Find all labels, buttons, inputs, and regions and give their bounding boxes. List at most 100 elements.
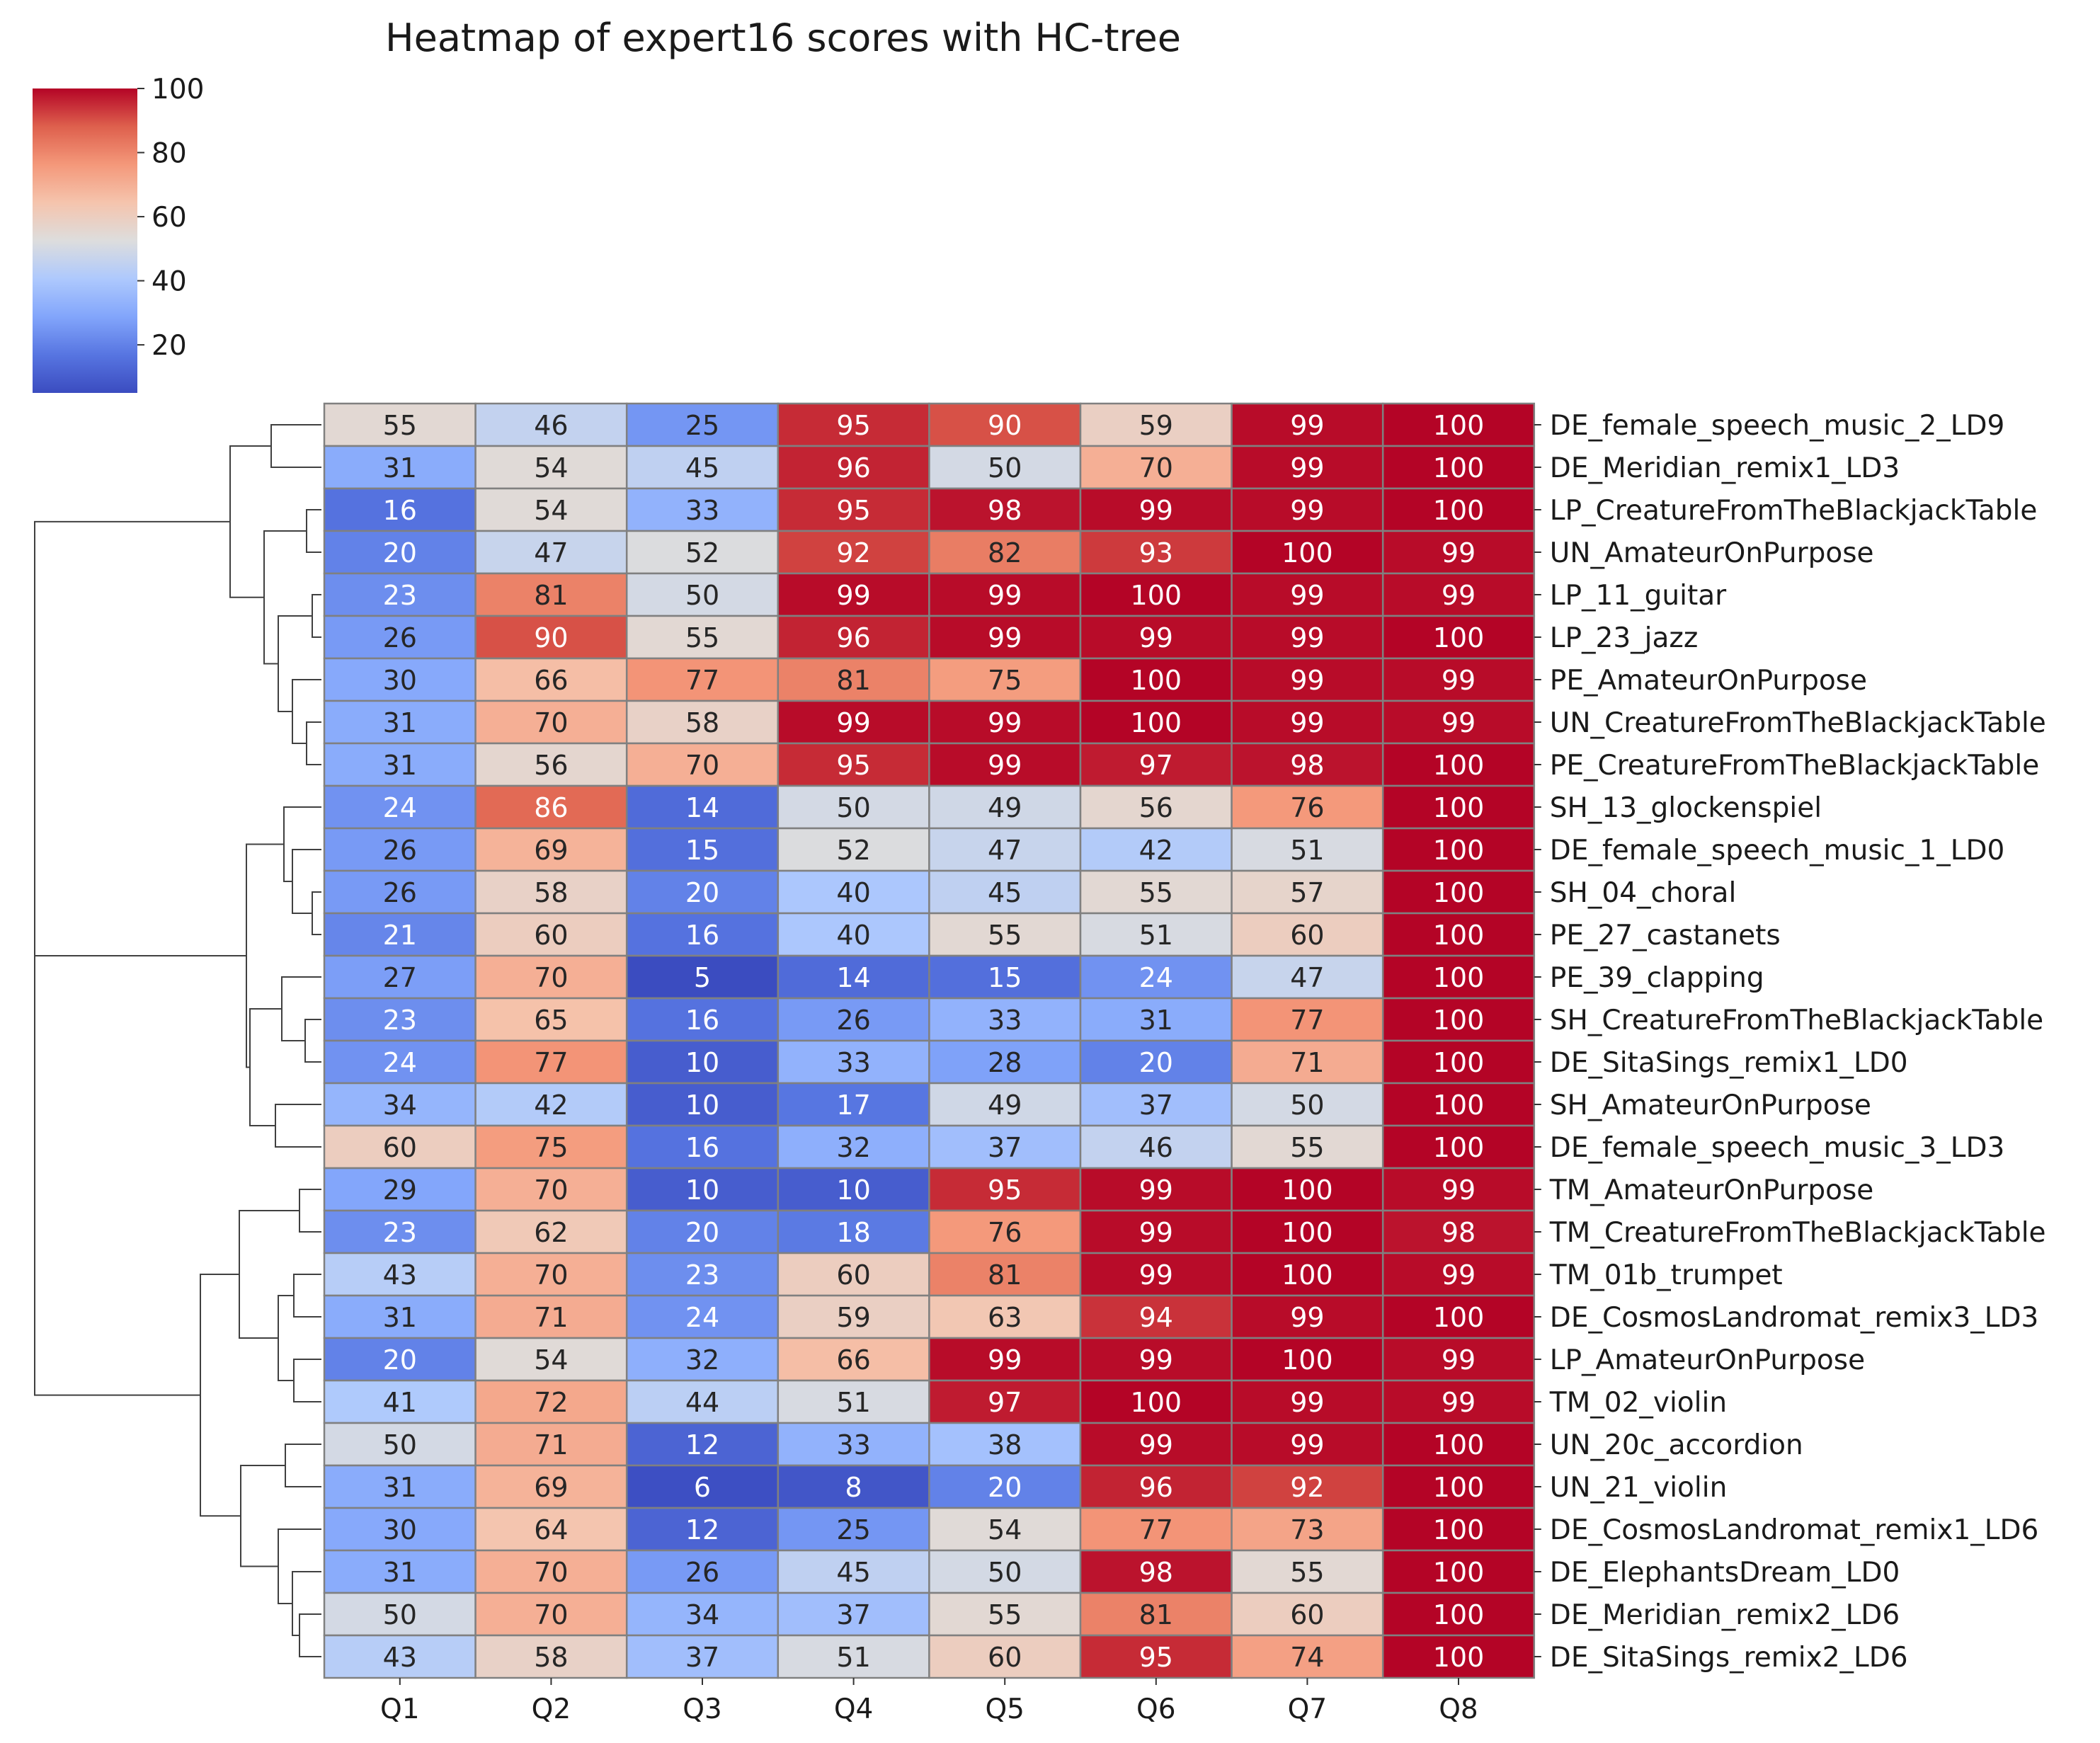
cell-value-label: 49 bbox=[988, 1090, 1022, 1121]
heatmap-cell bbox=[323, 869, 477, 915]
cell-value-label: 47 bbox=[1290, 962, 1324, 993]
cell-value-label: 55 bbox=[383, 410, 417, 441]
cell-value-label: 100 bbox=[1433, 1514, 1485, 1545]
cell-value-label: 60 bbox=[1290, 920, 1324, 951]
cell-value-label: 99 bbox=[1442, 1259, 1476, 1291]
cell-value-label: 63 bbox=[988, 1302, 1022, 1333]
heatmap-cell bbox=[323, 445, 477, 490]
row-label: TM_CreatureFromTheBlackjackTable bbox=[1549, 1217, 2046, 1249]
cell-value-label: 100 bbox=[1131, 665, 1182, 696]
cell-value-label: 29 bbox=[383, 1175, 417, 1206]
heatmap-cell bbox=[1231, 1379, 1384, 1424]
cell-value-label: 30 bbox=[383, 1514, 417, 1545]
heatmap-cell bbox=[777, 1337, 930, 1382]
heatmap-cell bbox=[777, 1507, 930, 1552]
heatmap-cell bbox=[474, 1422, 628, 1467]
cell-value-label: 100 bbox=[1433, 1090, 1485, 1121]
cell-value-label: 100 bbox=[1282, 1217, 1333, 1248]
heatmap-cell bbox=[323, 912, 477, 957]
heatmap-cell bbox=[1231, 1337, 1384, 1382]
row-label: DE_female_speech_music_2_LD9 bbox=[1550, 410, 2005, 442]
cell-value-label: 100 bbox=[1433, 962, 1485, 993]
heatmap-cell bbox=[474, 530, 628, 575]
cell-value-label: 40 bbox=[836, 877, 870, 908]
cell-value-label: 70 bbox=[1139, 452, 1173, 484]
heatmap-cell bbox=[1381, 1379, 1536, 1424]
row-label: SH_13_glockenspiel bbox=[1550, 792, 1822, 824]
cell-value-label: 38 bbox=[988, 1429, 1022, 1461]
cell-value-label: 23 bbox=[685, 1259, 719, 1291]
column-label: Q6 bbox=[1136, 1693, 1176, 1725]
heatmap-cell bbox=[625, 657, 780, 702]
cell-value-label: 23 bbox=[383, 1217, 417, 1248]
cell-value-label: 25 bbox=[836, 1514, 870, 1545]
cell-value-label: 33 bbox=[836, 1429, 870, 1461]
cell-value-label: 97 bbox=[1139, 750, 1173, 781]
heatmap-cell bbox=[928, 1337, 1082, 1382]
cell-value-label: 95 bbox=[836, 750, 870, 781]
cell-value-label: 16 bbox=[685, 920, 719, 951]
cell-value-label: 70 bbox=[685, 750, 719, 781]
heatmap-cell bbox=[1381, 827, 1536, 872]
heatmap-cell bbox=[1381, 997, 1536, 1042]
cell-value-label: 77 bbox=[685, 665, 719, 696]
cell-value-label: 99 bbox=[988, 707, 1022, 738]
cell-value-label: 77 bbox=[1139, 1514, 1173, 1545]
cell-value-label: 12 bbox=[685, 1514, 719, 1545]
cell-value-label: 99 bbox=[1290, 665, 1324, 696]
heatmap-cell bbox=[323, 402, 477, 447]
cell-value-label: 72 bbox=[534, 1387, 568, 1418]
cell-value-label: 100 bbox=[1433, 1642, 1485, 1673]
cell-value-label: 70 bbox=[534, 1599, 568, 1630]
cell-value-label: 99 bbox=[1442, 1175, 1476, 1206]
cell-value-label: 100 bbox=[1282, 537, 1333, 568]
heatmap-cell bbox=[928, 1549, 1082, 1594]
column-labels: Q1 Q2 Q3 Q4 Q5 Q6 Q7 Q8 bbox=[380, 1678, 1478, 1725]
heatmap-cell bbox=[1381, 1634, 1536, 1679]
row-label: DE_female_speech_music_1_LD0 bbox=[1550, 835, 2005, 867]
cell-value-label: 92 bbox=[836, 537, 870, 568]
cell-value-label: 47 bbox=[988, 835, 1022, 866]
heatmap-cell bbox=[1079, 1124, 1233, 1170]
heatmap-cell bbox=[1381, 615, 1536, 660]
heatmap-cell bbox=[777, 1634, 930, 1679]
row-label: DE_ElephantsDream_LD0 bbox=[1550, 1557, 1900, 1589]
column-label: Q8 bbox=[1439, 1693, 1478, 1725]
cell-value-label: 74 bbox=[1290, 1642, 1324, 1673]
cell-value-label: 23 bbox=[383, 1005, 417, 1036]
cell-value-label: 96 bbox=[836, 622, 870, 653]
heatmap-cell bbox=[1231, 1507, 1384, 1552]
cell-value-label: 8 bbox=[845, 1472, 862, 1503]
cell-value-label: 76 bbox=[988, 1217, 1022, 1248]
heatmap-cell bbox=[1231, 572, 1384, 617]
cell-value-label: 99 bbox=[1442, 1387, 1476, 1418]
heatmap-cell bbox=[1231, 1591, 1384, 1637]
heatmap-cell bbox=[625, 869, 780, 915]
cell-value-label: 28 bbox=[988, 1047, 1022, 1078]
cell-value-label: 71 bbox=[534, 1429, 568, 1461]
cell-value-label: 66 bbox=[836, 1344, 870, 1376]
cell-value-label: 81 bbox=[988, 1259, 1022, 1291]
heatmap-cell bbox=[777, 742, 930, 787]
cell-value-label: 100 bbox=[1282, 1344, 1333, 1376]
cell-value-label: 98 bbox=[1290, 750, 1324, 781]
cell-value-label: 99 bbox=[1139, 1429, 1173, 1461]
cell-value-label: 37 bbox=[1139, 1090, 1173, 1121]
cell-value-label: 50 bbox=[988, 1557, 1022, 1588]
cell-value-label: 95 bbox=[1139, 1642, 1173, 1673]
row-label: PE_CreatureFromTheBlackjackTable bbox=[1550, 750, 2039, 782]
cell-value-label: 54 bbox=[534, 1344, 568, 1376]
cell-value-label: 100 bbox=[1433, 1599, 1485, 1630]
row-label: DE_CosmosLandromat_remix3_LD3 bbox=[1550, 1302, 2039, 1334]
heatmap-cell bbox=[323, 487, 477, 532]
cell-value-label: 49 bbox=[988, 792, 1022, 823]
row-label: LP_AmateurOnPurpose bbox=[1550, 1344, 1865, 1376]
cell-value-label: 45 bbox=[988, 877, 1022, 908]
heatmap-cell bbox=[1079, 1634, 1233, 1679]
cell-value-label: 100 bbox=[1131, 707, 1182, 738]
cell-value-label: 69 bbox=[534, 1472, 568, 1503]
cell-value-label: 56 bbox=[534, 750, 568, 781]
heatmap-cell bbox=[928, 402, 1082, 447]
cell-value-label: 71 bbox=[1290, 1047, 1324, 1078]
